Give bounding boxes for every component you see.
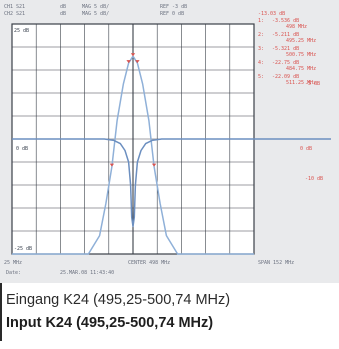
bottom-level-label: -25 dB [14, 246, 32, 252]
caption-rule [0, 283, 2, 341]
hdr-ch1-ref: REF -3 dB [160, 4, 187, 10]
marker-freq-3: 500.75 MHz [286, 52, 316, 58]
marker-point-5 [151, 163, 157, 167]
marker-freq-4: 484.75 MHz [286, 66, 316, 72]
header-line-2: CH2 S21 dB MAG 5 dB/ REF 0 dB [4, 11, 184, 17]
analyzer-screen: CH1 S21 dB MAG 5 dB/ REF -3 dB CH2 S21 d… [0, 0, 339, 283]
marker-id-4: 4: [258, 60, 264, 66]
marker-point-1 [130, 53, 136, 57]
hdr-ch2-label: CH2 S21 [4, 11, 25, 17]
marker-id-1: 1: [258, 18, 264, 24]
top-level-label: 25 dB [14, 28, 29, 34]
x-span-label: SPAN 152 MHz [258, 260, 294, 266]
x-start-label: 25 MHz [4, 260, 22, 266]
marker-freq-2: 495.25 MHz [286, 38, 316, 44]
marker-freq-1: 498 MHz [286, 24, 307, 30]
caption-german: Eingang K24 (495,25-500,74 MHz) [6, 292, 231, 308]
right-label-minus5db: -5 dB [305, 81, 320, 87]
marker-value-5: -22.09 dB [272, 74, 299, 80]
hdr-ch1-label: CH1 S21 [4, 4, 25, 10]
marker-freq-5: 511.25 MHz [286, 80, 316, 86]
hdr-ch2-ref: REF 0 dB [160, 11, 184, 17]
analyzer-chart: CH1 S21 dB MAG 5 dB/ REF -3 dB CH2 S21 d… [4, 4, 331, 276]
marker-id-5: 5: [258, 74, 264, 80]
x-center-label: CENTER 498 MHz [128, 260, 170, 266]
trace-2 [12, 138, 254, 228]
marker-id-2: 2: [258, 32, 264, 38]
marker-value-1: -3.536 dB [272, 18, 299, 24]
caption-english: Input K24 (495,25-500,74 MHz) [6, 315, 214, 331]
hdr-ch2-unit: dB [60, 11, 66, 17]
right-label-minus10db: -10 dB [305, 176, 323, 182]
marker-point-2 [126, 60, 131, 64]
right-label-0db: 0 dB [300, 146, 312, 152]
hdr-ch1-unit: dB [60, 4, 66, 10]
marker-points [109, 53, 157, 167]
marker-value-3: -5.321 dB [272, 46, 299, 52]
marker-value-2: -5.211 dB [272, 32, 299, 38]
marker-point-3 [135, 60, 140, 64]
marker-point-4 [109, 163, 115, 167]
marker-value-4: -22.75 dB [272, 60, 299, 66]
hdr-ch2-scale: MAG 5 dB/ [82, 11, 109, 17]
hdr-ch1-scale: MAG 5 dB/ [82, 4, 109, 10]
left-mid-label: 0 dB [16, 146, 28, 152]
date-label: Date: [6, 270, 21, 276]
header-line-1: CH1 S21 dB MAG 5 dB/ REF -3 dB [4, 4, 187, 10]
marker-header-value: -13.03 dB [258, 11, 285, 17]
date-value: 25.MAR.08 11:43:40 [60, 270, 114, 276]
marker-id-3: 3: [258, 46, 264, 52]
